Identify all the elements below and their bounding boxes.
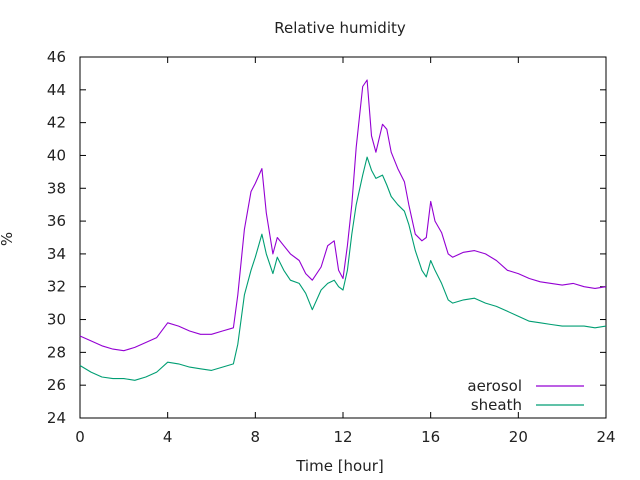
y-tick-label: 38	[47, 179, 66, 197]
chart-title: Relative humidity	[274, 19, 406, 37]
legend-label-sheath: sheath	[471, 396, 522, 414]
x-tick-label: 8	[251, 428, 261, 446]
x-tick-label: 16	[421, 428, 440, 446]
x-tick-label: 4	[163, 428, 173, 446]
y-tick-label: 26	[47, 376, 66, 394]
y-tick-label: 28	[47, 343, 66, 361]
y-tick-label: 32	[47, 278, 66, 296]
x-tick-label: 20	[509, 428, 528, 446]
y-tick-label: 30	[47, 311, 66, 329]
plot-frame	[79, 56, 607, 419]
x-tick-label: 12	[333, 428, 352, 446]
x-axis-label: Time [hour]	[295, 457, 384, 475]
x-tick-label: 0	[75, 428, 85, 446]
y-axis-label: %	[0, 232, 16, 246]
axis-ticks: 0 4 8 12 16 20 24 24 26 28 30 32 34 36 38 40 42 44 46	[47, 48, 616, 446]
legend-label-aerosol: aerosol	[467, 377, 522, 395]
y-tick-label: 24	[47, 409, 66, 427]
y-tick-label: 46	[47, 48, 66, 66]
series-line-sheath	[79, 156, 607, 381]
y-tick-label: 36	[47, 212, 66, 230]
y-tick-label: 42	[47, 114, 66, 132]
y-tick-label: 34	[47, 245, 66, 263]
x-tick-label: 24	[596, 428, 615, 446]
y-tick-label: 44	[47, 81, 66, 99]
series-layer	[79, 79, 607, 381]
y-tick-label: 40	[47, 146, 66, 164]
series-line-aerosol	[79, 79, 607, 352]
